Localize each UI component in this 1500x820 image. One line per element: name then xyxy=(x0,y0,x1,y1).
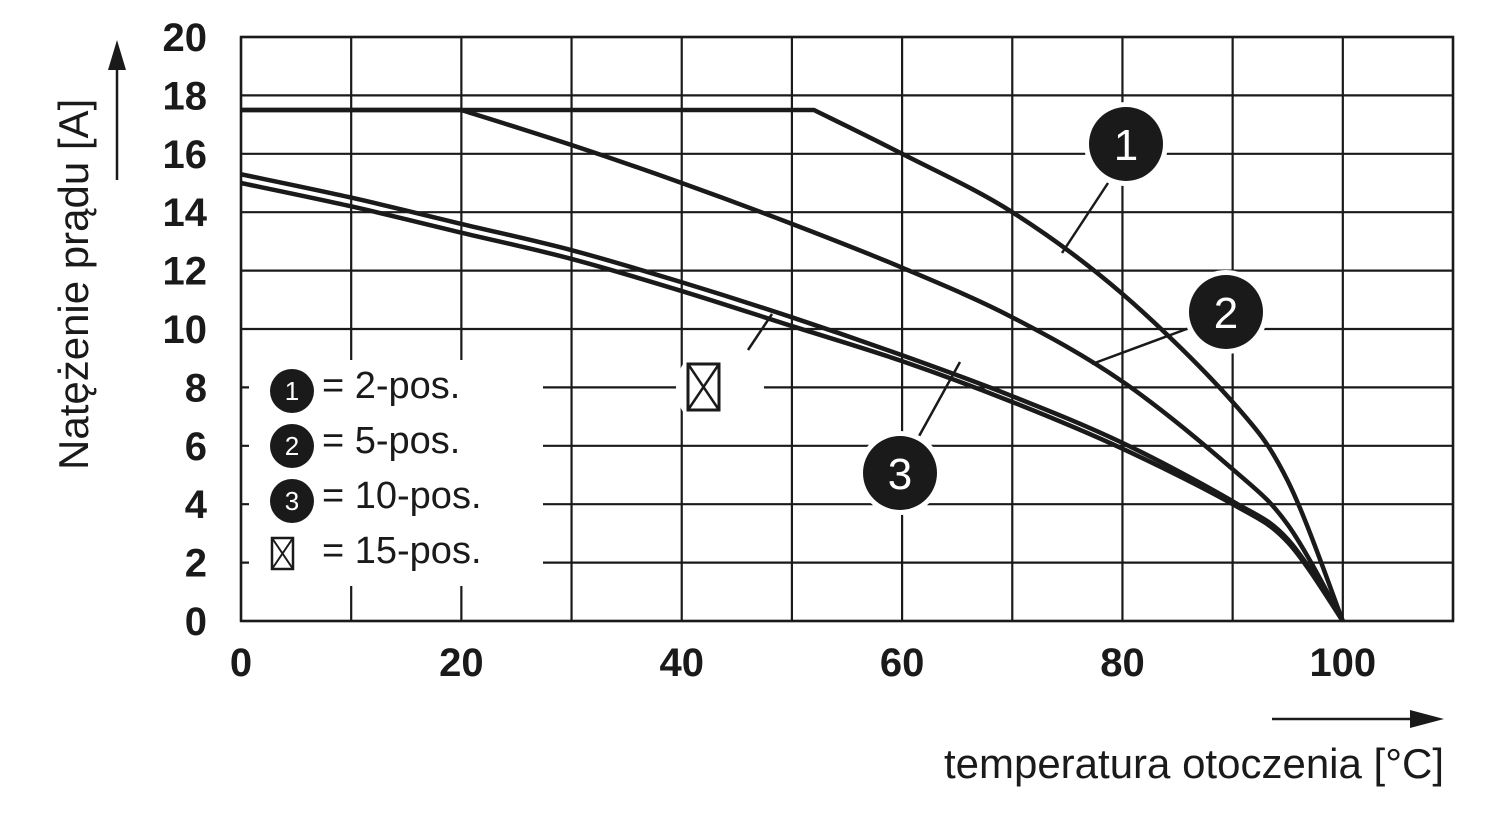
y-axis-arrowhead xyxy=(108,40,126,70)
y-tick-label: 4 xyxy=(185,483,208,527)
x-axis-title-group: temperatura otoczenia [°C] xyxy=(944,710,1444,787)
series-line-2 xyxy=(241,107,1345,623)
series-line-15-pos xyxy=(240,180,1345,623)
legend-label-3: = 10-pos. xyxy=(322,475,482,517)
y-axis-title-group: Natężenie prądu [A] xyxy=(50,40,126,470)
x-tick-label: 0 xyxy=(230,641,252,685)
x-axis-arrowhead xyxy=(1410,710,1444,728)
y-tick-label: 16 xyxy=(163,133,208,177)
series-line-3 xyxy=(240,172,1345,623)
x-tick-label: 20 xyxy=(439,641,484,685)
y-tick-label: 10 xyxy=(163,308,208,352)
legend-symbol-1: 1 xyxy=(285,376,299,406)
grid xyxy=(239,35,1455,623)
y-tick-label: 12 xyxy=(163,250,208,294)
y-tick-label: 0 xyxy=(185,600,207,644)
callout-3: 3 xyxy=(858,431,942,515)
box-x-icon xyxy=(270,536,295,571)
legend-item-2: 2 = 5-pos. xyxy=(270,420,460,468)
legend-item-3: 3 = 10-pos. xyxy=(270,475,482,523)
y-tick-label: 2 xyxy=(185,542,207,586)
y-tick-label: 14 xyxy=(163,191,208,235)
x-tick-label: 60 xyxy=(880,641,925,685)
x-tick-label: 80 xyxy=(1100,641,1145,685)
callout-2-label: 2 xyxy=(1214,289,1238,338)
legend-label-4: = 15-pos. xyxy=(322,530,482,572)
legend: 1 = 2-pos. 2 = 5-pos. 3 = 10-pos. = 15-p… xyxy=(249,360,543,586)
legend-item-15-pos: = 15-pos. xyxy=(270,530,482,572)
y-tick-label: 20 xyxy=(163,16,208,60)
legend-label-2: = 5-pos. xyxy=(322,420,460,462)
callout-3-label: 3 xyxy=(888,450,912,499)
y-axis-title: Natężenie prądu [A] xyxy=(50,99,97,470)
legend-symbol-3: 3 xyxy=(285,486,299,516)
callout-1: 1 xyxy=(1084,102,1168,186)
series-lines xyxy=(240,107,1345,623)
series-line-1 xyxy=(241,107,1345,622)
callout-15-pos xyxy=(676,344,764,432)
legend-label-1: = 2-pos. xyxy=(322,365,460,407)
y-tick-label: 6 xyxy=(185,425,207,469)
x-axis-title: temperatura otoczenia [°C] xyxy=(944,740,1444,787)
legend-item-1: 1 = 2-pos. xyxy=(270,365,460,413)
y-tick-label: 8 xyxy=(185,366,207,410)
box-x-icon xyxy=(686,362,721,412)
x-tick-label: 40 xyxy=(659,641,704,685)
legend-symbol-2: 2 xyxy=(285,431,299,461)
x-tick-label: 100 xyxy=(1309,641,1376,685)
callout-1-label: 1 xyxy=(1114,121,1138,170)
plot-frame xyxy=(239,35,1455,623)
callout-2: 2 xyxy=(1184,270,1268,354)
callout-leaders xyxy=(746,182,1193,439)
y-tick-label: 18 xyxy=(163,74,208,118)
